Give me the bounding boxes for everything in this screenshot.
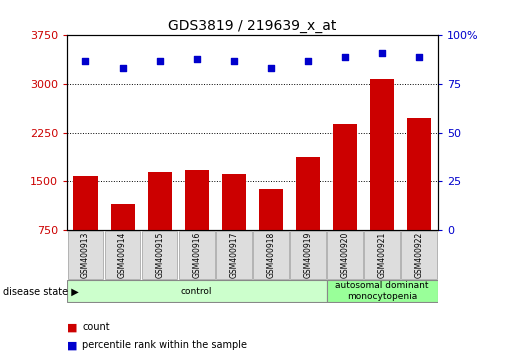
Bar [111, 204, 134, 230]
Point [118, 65, 127, 71]
FancyBboxPatch shape [290, 230, 326, 279]
Text: count: count [82, 322, 110, 332]
Text: GSM400918: GSM400918 [266, 232, 276, 278]
Text: GSM400915: GSM400915 [155, 232, 164, 278]
Point [304, 58, 312, 63]
Bar [296, 158, 320, 230]
Text: percentile rank within the sample: percentile rank within the sample [82, 340, 247, 350]
Text: ■: ■ [67, 322, 81, 332]
Point [267, 65, 275, 71]
Point [81, 58, 90, 63]
FancyBboxPatch shape [401, 230, 437, 279]
Bar [185, 170, 209, 230]
FancyBboxPatch shape [216, 230, 252, 279]
FancyBboxPatch shape [253, 230, 289, 279]
Point [378, 50, 386, 56]
Bar [370, 79, 394, 230]
FancyBboxPatch shape [142, 230, 178, 279]
Text: ■: ■ [67, 340, 81, 350]
Point [415, 54, 423, 59]
Text: GSM400922: GSM400922 [415, 232, 424, 278]
Bar [148, 172, 171, 230]
Bar [74, 176, 97, 230]
FancyBboxPatch shape [327, 280, 438, 302]
FancyBboxPatch shape [364, 230, 400, 279]
Bar [333, 124, 357, 230]
FancyBboxPatch shape [105, 230, 141, 279]
Text: GSM400921: GSM400921 [377, 232, 387, 278]
FancyBboxPatch shape [327, 230, 363, 279]
Text: GSM400919: GSM400919 [303, 232, 313, 278]
Point [156, 58, 164, 63]
Text: GSM400916: GSM400916 [192, 232, 201, 278]
Text: control: control [181, 287, 213, 296]
Bar [259, 189, 283, 230]
Bar [407, 118, 431, 230]
Text: GSM400917: GSM400917 [229, 232, 238, 278]
FancyBboxPatch shape [67, 280, 327, 302]
Text: GSM400920: GSM400920 [340, 232, 350, 278]
FancyBboxPatch shape [179, 230, 215, 279]
Point [230, 58, 238, 63]
Point [341, 54, 349, 59]
Title: GDS3819 / 219639_x_at: GDS3819 / 219639_x_at [168, 19, 336, 33]
Point [193, 56, 201, 62]
Text: GSM400913: GSM400913 [81, 232, 90, 278]
FancyBboxPatch shape [67, 230, 104, 279]
Text: disease state ▶: disease state ▶ [3, 287, 78, 297]
Bar [222, 174, 246, 230]
Text: GSM400914: GSM400914 [118, 232, 127, 278]
Text: autosomal dominant
monocytopenia: autosomal dominant monocytopenia [335, 281, 429, 301]
